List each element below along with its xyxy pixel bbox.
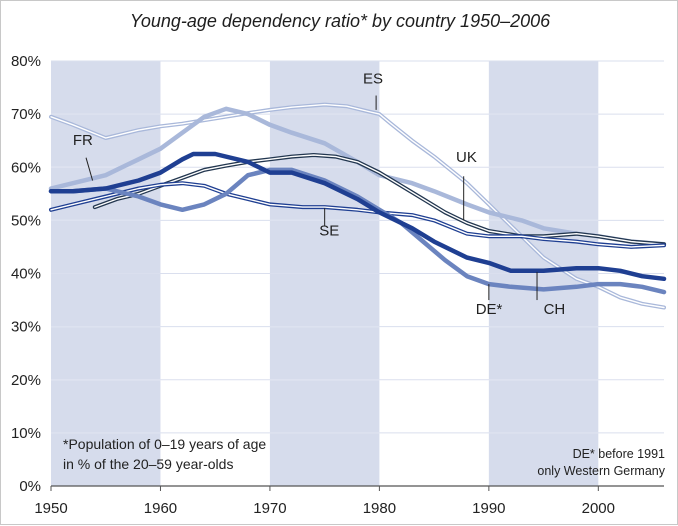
series-line-inner-uk — [94, 154, 665, 245]
series-line-fr — [48, 106, 667, 247]
chart-title: Young-age dependency ratio* by country 1… — [129, 11, 551, 31]
gridlines — [51, 60, 664, 487]
series-label: DE* — [476, 301, 503, 318]
y-tick-label: 70% — [11, 106, 41, 123]
de-note-line-2: only Western Germany — [537, 464, 665, 478]
x-tick-label: 1950 — [34, 500, 67, 517]
x-tick-labels: 1950 1960 1970 1980 1990 2000 — [34, 486, 615, 517]
series-line-inner-es — [50, 103, 665, 309]
y-tick-label: 50% — [11, 212, 41, 229]
series-line-ch — [48, 151, 667, 282]
y-tick-label: 10% — [11, 425, 41, 442]
x-tick-label: 1970 — [253, 500, 286, 517]
x-tick-label: 2000 — [582, 500, 615, 517]
label-leader — [85, 157, 94, 181]
y-tick-labels: 0% 10% 20% 30% 40% 50% 60% 70% 80% — [11, 53, 41, 495]
y-tick-label: 20% — [11, 372, 41, 389]
series-line-inner-se — [50, 182, 665, 248]
y-tick-label: 0% — [19, 478, 41, 495]
de-note-line-1: DE* before 1991 — [573, 447, 665, 461]
x-tick-label: 1980 — [363, 500, 396, 517]
footnotes: *Population of 0–19 years of age in % of… — [63, 436, 666, 478]
series-label: CH — [544, 301, 566, 318]
x-tick-label: 1990 — [472, 500, 505, 517]
series-labels: FR ES UK SE DE* CH — [73, 70, 565, 318]
footnote-line-2: in % of the 20–59 year-olds — [63, 456, 233, 472]
footnote-line-1: *Population of 0–19 years of age — [63, 436, 266, 452]
x-tick-label: 1960 — [144, 500, 177, 517]
series-label: FR — [73, 132, 93, 149]
y-tick-label: 60% — [11, 159, 41, 176]
label-leaders — [85, 95, 538, 301]
y-tick-label: 40% — [11, 266, 41, 283]
series-label: SE — [319, 222, 339, 239]
y-tick-label: 30% — [11, 319, 41, 336]
y-tick-label: 80% — [11, 53, 41, 70]
series-lines — [48, 102, 667, 310]
series-label: ES — [363, 70, 383, 87]
series-label: UK — [456, 149, 477, 166]
